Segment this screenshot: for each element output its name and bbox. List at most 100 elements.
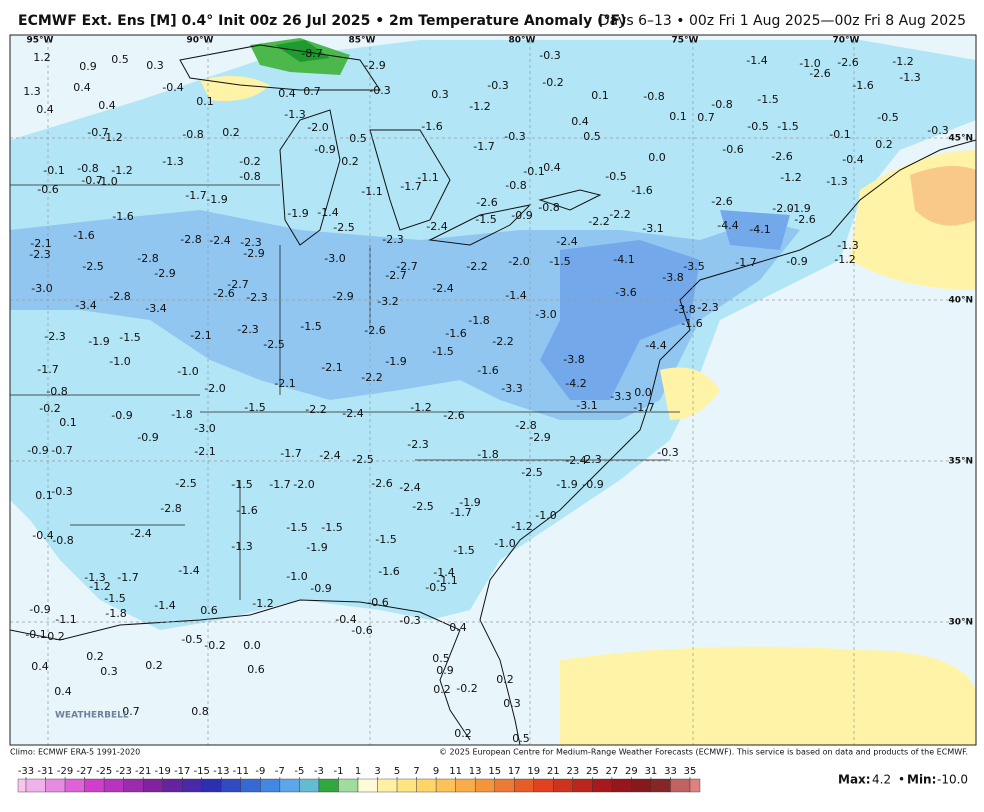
- anomaly-value: -2.6: [443, 409, 464, 422]
- anomaly-value: -1.7: [633, 401, 654, 414]
- colorbar-segment: [338, 778, 359, 793]
- anomaly-value: -3.2: [377, 295, 398, 308]
- anomaly-value: -1.2: [410, 401, 431, 414]
- anomaly-value: 0.2: [433, 683, 451, 696]
- anomaly-value: 0.4: [54, 685, 72, 698]
- anomaly-value: -0.9: [310, 582, 331, 595]
- anomaly-value: 0.7: [697, 111, 715, 124]
- anomaly-value: -2.9: [154, 267, 175, 280]
- lake-erie: [428, 204, 532, 246]
- anomaly-value: -2.7: [396, 260, 417, 273]
- anomaly-value: -3.3: [501, 382, 522, 395]
- colorbar-segment: [64, 778, 85, 793]
- latitude-label: 40°N: [948, 296, 973, 306]
- lake-ontario: [538, 189, 602, 211]
- colorbar-tick-label: -23: [115, 766, 131, 777]
- colorbar-segment: [533, 778, 554, 793]
- anomaly-value: -1.4: [746, 54, 767, 67]
- lake-superior: [179, 44, 381, 91]
- anomaly-value: 0.1: [35, 489, 53, 502]
- anomaly-value: -2.2: [588, 215, 609, 228]
- colorbar-tick-label: -27: [76, 766, 92, 777]
- anomaly-value: -1.3: [84, 571, 105, 584]
- anomaly-value: -0.5: [747, 120, 768, 133]
- anomaly-value: -1.7: [473, 140, 494, 153]
- colorbar-segment: [182, 778, 202, 793]
- anomaly-value: 0.2: [341, 155, 359, 168]
- anomaly-value: -0.8: [505, 179, 526, 192]
- anomaly-value: -2.3: [240, 236, 261, 249]
- anomaly-value: 0.9: [436, 664, 454, 677]
- anomaly-value: -1.8: [477, 448, 498, 461]
- anomaly-value: 0.1: [196, 95, 214, 108]
- anomaly-value: -0.5: [877, 111, 898, 124]
- max-value: 4.2: [872, 773, 891, 787]
- anomaly-value: -2.6: [809, 67, 830, 80]
- anomaly-value: -4.1: [613, 253, 634, 266]
- latitude-label: 35°N: [948, 457, 973, 467]
- anomaly-value: -1.9: [287, 207, 308, 220]
- colorbar-segment: [45, 778, 66, 793]
- anomaly-value: -1.0: [109, 355, 130, 368]
- logo: WEATHERBELL: [55, 711, 129, 721]
- anomaly-value: 0.4: [543, 161, 561, 174]
- colorbar-tick-label: 1: [355, 766, 361, 777]
- anomaly-value: -2.8: [137, 252, 158, 265]
- anomaly-value: -1.6: [631, 184, 652, 197]
- max-label: Max:: [838, 773, 871, 787]
- colorbar-segment: [396, 778, 417, 793]
- anomaly-value: -2.6: [711, 195, 732, 208]
- colorbar-segment: [611, 778, 632, 793]
- anomaly-value: -1.2: [101, 131, 122, 144]
- anomaly-value: -1.6: [112, 210, 133, 223]
- anomaly-value: -0.8: [643, 90, 664, 103]
- anomaly-value: -0.9: [582, 478, 603, 491]
- anomaly-value: -2.3: [246, 291, 267, 304]
- colorbar-segment: [221, 778, 242, 793]
- anomaly-value: -0.8: [239, 170, 260, 183]
- anomaly-value: -1.2: [111, 164, 132, 177]
- anomaly-value: -1.1: [436, 574, 457, 587]
- anomaly-value: -0.1: [25, 628, 46, 641]
- anomaly-value: -0.9: [511, 209, 532, 222]
- colorbar-tick-label: -21: [135, 766, 151, 777]
- anomaly-value: -2.6: [771, 150, 792, 163]
- anomaly-value: -0.8: [52, 534, 73, 547]
- anomaly-value: 0.3: [146, 59, 164, 72]
- colorbar-tick-label: -9: [255, 766, 265, 777]
- anomaly-value: -1.6: [852, 79, 873, 92]
- anomaly-value: 0.2: [86, 650, 104, 663]
- anomaly-value: -2.5: [521, 466, 542, 479]
- anomaly-value: -1.7: [735, 256, 756, 269]
- anomaly-value: -1.0: [177, 365, 198, 378]
- colorbar-segment: [435, 778, 456, 793]
- anomaly-value: -1.2: [252, 597, 273, 610]
- colorbar-tick-label: 11: [449, 766, 462, 777]
- anomaly-value: -2.1: [190, 329, 211, 342]
- anomaly-value: -1.2: [780, 171, 801, 184]
- anomaly-value: 0.1: [591, 89, 609, 102]
- colorbar-segment: [201, 778, 222, 793]
- colorbar-tick-label: 7: [413, 766, 419, 777]
- colorbar-tick-label: 9: [433, 766, 439, 777]
- anomaly-value: -1.2: [834, 253, 855, 266]
- anomaly-value: -2.3: [407, 438, 428, 451]
- colorbar-segment: [416, 778, 437, 793]
- anomaly-value: -0.6: [367, 596, 388, 609]
- anomaly-value: 0.2: [496, 673, 514, 686]
- anomaly-values: 1.20.90.5 0.3-8.7-2.9-0.3-0.3-0.2-1.4 -1.0…: [23, 47, 948, 745]
- anomaly-value: -1.4: [505, 289, 526, 302]
- anomaly-value: 0.4: [73, 81, 91, 94]
- anomaly-value: -1.1: [361, 185, 382, 198]
- anomaly-value: 0.0: [648, 151, 666, 164]
- colorbar-tick-label: 27: [606, 766, 619, 777]
- anomaly-value: -2.1: [321, 361, 342, 374]
- longitude-label: 95°W: [27, 36, 54, 46]
- anomaly-value: -1.5: [104, 592, 125, 605]
- longitude-label: 70°W: [833, 36, 860, 46]
- anomaly-value: -0.9: [786, 255, 807, 268]
- colorbar-tick-label: 15: [488, 766, 501, 777]
- colorbar-tick-label: 19: [527, 766, 540, 777]
- anomaly-value: -2.3: [697, 301, 718, 314]
- anomaly-warmer: [910, 166, 976, 226]
